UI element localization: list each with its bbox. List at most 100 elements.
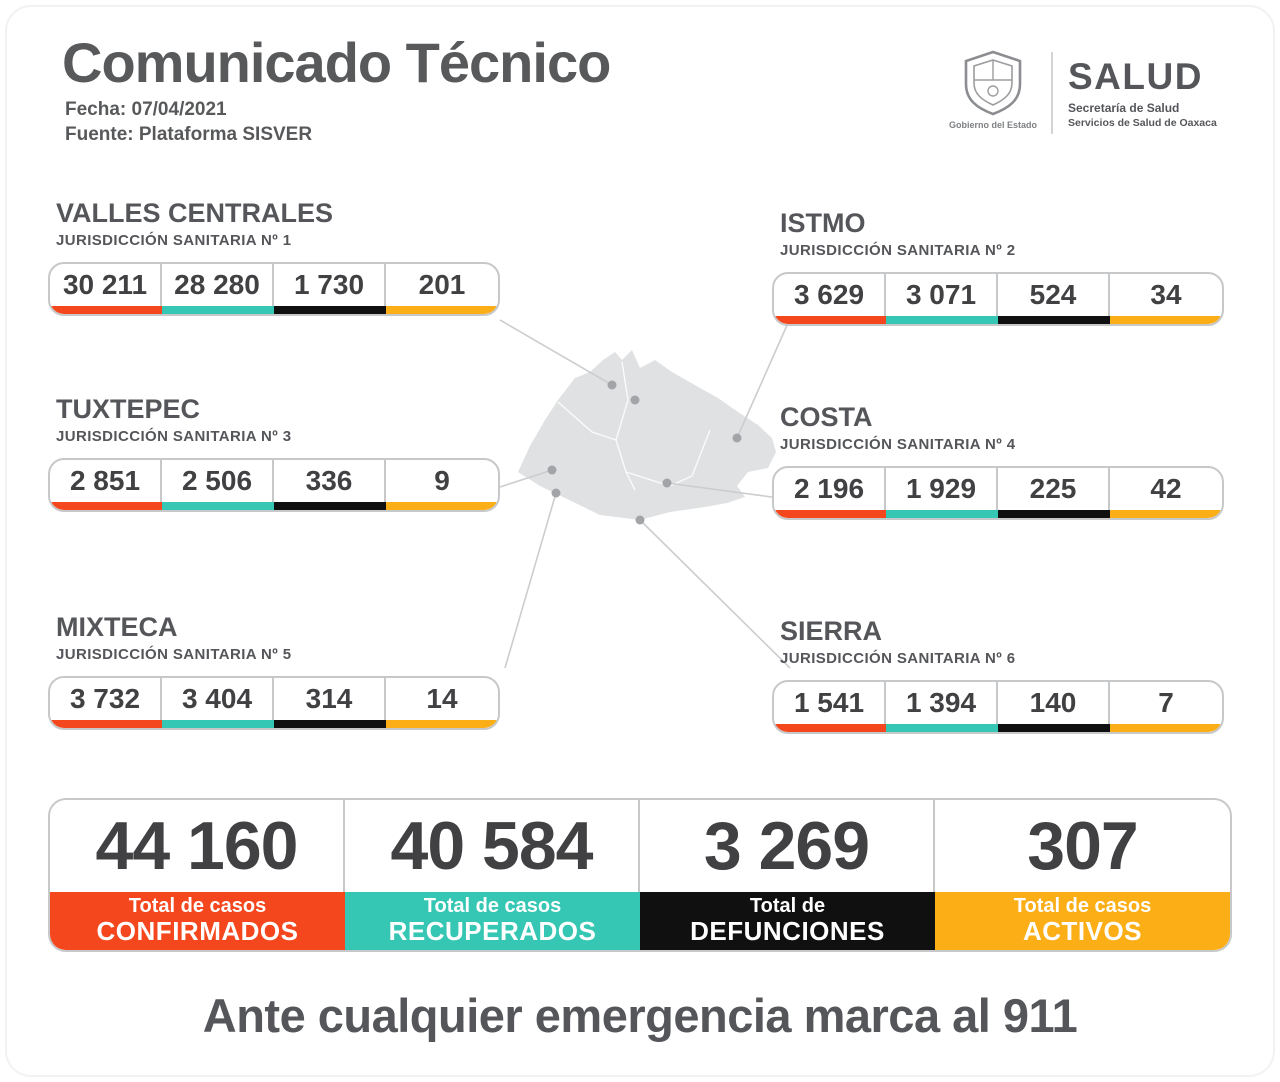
jurisdiction-name: COSTA — [780, 402, 873, 432]
active-count: 201 — [418, 269, 466, 300]
total-recovered: 40 584 Total de casos RECUPERADOS — [345, 800, 640, 950]
total-active-value: 307 — [1027, 808, 1138, 884]
stat-active: 42 — [1110, 468, 1222, 518]
total-label-line2: DEFUNCIONES — [690, 916, 885, 947]
jurisdiction-stats-box: 2 851 2 506 336 9 — [48, 458, 500, 512]
salud-brand: SALUD — [1068, 56, 1203, 97]
jurisdiction-subtitle: JURISDICCIÓN SANITARIA Nº 2 — [780, 242, 1016, 259]
map-connector-lines — [499, 319, 791, 669]
total-confirmed: 44 160 Total de casos CONFIRMADOS — [50, 800, 345, 950]
recovered-count: 3 404 — [162, 678, 274, 720]
source-label: Fuente: Plataforma SISVER — [65, 124, 313, 145]
stat-recovered: 1 394 — [886, 682, 998, 732]
logo-divider — [1051, 52, 1053, 134]
stat-active: 34 — [1110, 274, 1222, 324]
confirmed-count: 3 732 — [50, 678, 162, 720]
total-active: 307 Total de casos ACTIVOS — [935, 800, 1230, 950]
header-logo-cluster: Gobierno del Estado SALUD Secretaría de … — [949, 50, 1217, 134]
total-recovered-band: Total de casos RECUPERADOS — [345, 892, 640, 950]
deaths-color-bar — [998, 510, 1110, 518]
stat-deaths: 314 — [274, 678, 386, 728]
active-count: 34 — [1150, 279, 1182, 310]
total-confirmed-value: 44 160 — [50, 800, 345, 892]
recovered-count: 28 280 — [162, 264, 274, 306]
stat-deaths: 225 — [998, 468, 1110, 518]
stat-recovered: 28 280 — [162, 264, 274, 314]
confirmed-count: 30 211 — [50, 264, 162, 306]
total-recovered-value: 40 584 — [345, 800, 640, 892]
active-count: 14 — [426, 683, 458, 714]
jurisdiction-name: SIERRA — [780, 616, 883, 646]
active-color-bar — [1110, 316, 1222, 324]
jurisdiction-subtitle: JURISDICCIÓN SANITARIA Nº 4 — [780, 436, 1016, 453]
stat-recovered: 2 506 — [162, 460, 274, 510]
stat-active: 7 — [1110, 682, 1222, 732]
map-internal-borders — [557, 361, 711, 491]
stat-active: 14 — [386, 678, 498, 728]
jurisdiction-subtitle: JURISDICCIÓN SANITARIA Nº 3 — [56, 428, 292, 445]
total-confirmed-band: Total de casos CONFIRMADOS — [50, 892, 345, 950]
stat-deaths: 524 — [998, 274, 1110, 324]
stat-deaths: 1 730 — [274, 264, 386, 314]
jurisdiction-stats-box: 3 732 3 404 314 14 — [48, 676, 500, 730]
confirmed-color-bar — [774, 510, 886, 518]
stat-confirmed: 30 211 — [50, 264, 162, 314]
deaths-count: 314 — [274, 678, 386, 720]
jurisdiction-card-tuxtepec: TUXTEPEC JURISDICCIÓN SANITARIA Nº 3 2 8… — [48, 394, 500, 512]
jurisdiction-name: ISTMO — [780, 208, 866, 238]
active-color-bar — [386, 720, 498, 728]
active-count: 9 — [434, 465, 450, 496]
deaths-count: 140 — [998, 682, 1110, 724]
deaths-count: 524 — [998, 274, 1110, 316]
active-count: 7 — [1158, 687, 1174, 718]
jurisdiction-card-mixteca: MIXTECA JURISDICCIÓN SANITARIA Nº 5 3 73… — [48, 612, 500, 730]
stat-recovered: 3 071 — [886, 274, 998, 324]
confirmed-count: 1 541 — [774, 682, 886, 724]
government-caption: Gobierno del Estado — [949, 120, 1038, 130]
active-count: 42 — [1150, 473, 1182, 504]
active-color-bar — [386, 306, 498, 314]
jurisdiction-card-costa: COSTA JURISDICCIÓN SANITARIA Nº 4 2 196 … — [772, 402, 1224, 520]
map-location-dots — [547, 380, 742, 525]
jurisdiction-stats-box: 30 211 28 280 1 730 201 — [48, 262, 500, 316]
stat-confirmed: 1 541 — [774, 682, 886, 732]
deaths-count: 1 730 — [274, 264, 386, 306]
stat-confirmed: 2 851 — [50, 460, 162, 510]
stat-active: 9 — [386, 460, 498, 510]
recovered-color-bar — [886, 316, 998, 324]
oaxaca-map — [499, 319, 791, 669]
confirmed-color-bar — [774, 316, 886, 324]
government-logo: Gobierno del Estado — [949, 50, 1038, 130]
jurisdiction-stats-box: 2 196 1 929 225 42 — [772, 466, 1224, 520]
recovered-color-bar — [162, 502, 274, 510]
recovered-color-bar — [886, 724, 998, 732]
salud-wordmark: SALUD Secretaría de Salud Servicios de S… — [1068, 50, 1217, 129]
total-deaths: 3 269 Total de DEFUNCIONES — [640, 800, 935, 950]
stat-recovered: 1 929 — [886, 468, 998, 518]
jurisdiction-subtitle: JURISDICCIÓN SANITARIA Nº 5 — [56, 646, 292, 663]
stat-confirmed: 3 629 — [774, 274, 886, 324]
recovered-color-bar — [886, 510, 998, 518]
total-label-line2: CONFIRMADOS — [96, 916, 299, 947]
confirmed-color-bar — [774, 724, 886, 732]
date-label: Fecha: 07/04/2021 — [65, 99, 227, 120]
confirmed-color-bar — [50, 306, 162, 314]
recovered-color-bar — [162, 306, 274, 314]
confirmed-color-bar — [50, 720, 162, 728]
deaths-count: 225 — [998, 468, 1110, 510]
total-active-band: Total de casos ACTIVOS — [935, 892, 1230, 950]
deaths-color-bar — [274, 502, 386, 510]
jurisdiction-card-istmo: ISTMO JURISDICCIÓN SANITARIA Nº 2 3 629 … — [772, 208, 1224, 326]
confirmed-count: 3 629 — [774, 274, 886, 316]
recovered-count: 3 071 — [886, 274, 998, 316]
active-color-bar — [1110, 724, 1222, 732]
jurisdiction-name: TUXTEPEC — [56, 394, 201, 424]
stat-recovered: 3 404 — [162, 678, 274, 728]
total-label-line1: Total de — [749, 895, 826, 918]
page-title: Comunicado Técnico — [62, 31, 611, 94]
salud-subtitle-1: Secretaría de Salud — [1068, 101, 1180, 115]
jurisdiction-subtitle: JURISDICCIÓN SANITARIA Nº 1 — [56, 232, 292, 249]
jurisdiction-name: MIXTECA — [56, 612, 178, 642]
emergency-footer-text: Ante cualquier emergencia marca al 911 — [202, 989, 1078, 1042]
